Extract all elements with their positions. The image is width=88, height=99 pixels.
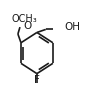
Text: O: O: [24, 21, 32, 31]
Text: OCH₃: OCH₃: [11, 14, 37, 24]
Text: OH: OH: [64, 22, 80, 32]
Text: F: F: [34, 75, 40, 86]
